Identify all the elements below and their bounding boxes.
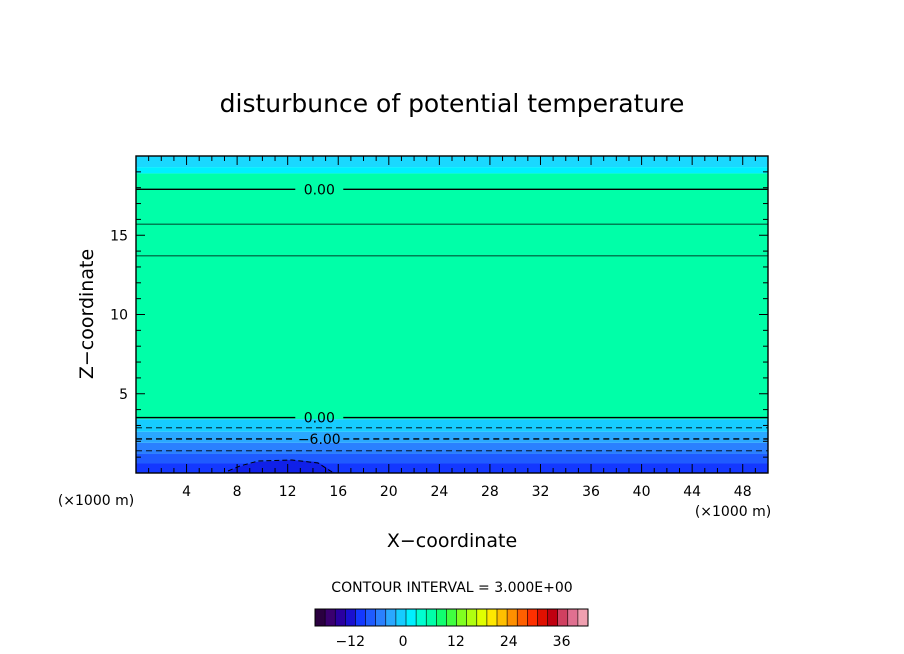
x-tick-label-28: 28 bbox=[481, 484, 499, 500]
colorbar-tick-label-1: 0 bbox=[399, 634, 408, 650]
surface-anomaly-contour bbox=[227, 459, 333, 473]
colorbar-cell-16 bbox=[476, 609, 488, 626]
colorbar-cell-24 bbox=[557, 609, 569, 626]
x-unit-left: (×1000 m) bbox=[58, 493, 134, 509]
colorbar-cell-14 bbox=[456, 609, 467, 626]
x-tick-label-36: 36 bbox=[582, 484, 600, 500]
colorbar-cell-19 bbox=[507, 609, 518, 626]
colorbar-cell-10 bbox=[416, 609, 427, 626]
colorbar-cell-3 bbox=[345, 609, 356, 626]
colorbar-tick-label-3: 24 bbox=[500, 634, 518, 650]
x-tick-label-32: 32 bbox=[532, 484, 550, 500]
colorbar-cell-11 bbox=[426, 609, 437, 626]
band-6 bbox=[136, 167, 768, 174]
y-axis-ticks: 5 10 15 bbox=[110, 171, 768, 458]
colorbar bbox=[314, 608, 589, 627]
x-tick-label-48: 48 bbox=[734, 484, 752, 500]
colorbar-tick-label-0: −12 bbox=[335, 634, 365, 650]
band-5 bbox=[136, 173, 768, 420]
y-axis-label: Z−coordinate bbox=[76, 249, 98, 379]
colorbar-cell-8 bbox=[395, 609, 407, 626]
colorbar-cell-9 bbox=[406, 609, 417, 626]
x-tick-label-4: 4 bbox=[182, 484, 191, 500]
colorbar-tick-label-2: 12 bbox=[447, 634, 465, 650]
x-tick-label-20: 20 bbox=[380, 484, 398, 500]
colorbar-cell-2 bbox=[335, 609, 346, 626]
x-tick-label-16: 16 bbox=[329, 484, 347, 500]
band-7 bbox=[136, 156, 768, 168]
x-axis-ticks: 4 8 12 16 20 24 28 32 36 40 44 48 bbox=[148, 156, 756, 500]
colorbar-frame bbox=[314, 608, 589, 627]
colorbar-cell-22 bbox=[537, 609, 548, 626]
colorbar-cell-17 bbox=[486, 609, 498, 626]
colorbar-cell-18 bbox=[497, 609, 508, 626]
colorbar-cell-25 bbox=[567, 609, 579, 626]
contour-label-5: −6.00 bbox=[298, 432, 341, 448]
colorbar-cell-4 bbox=[355, 609, 366, 626]
colorbar-cell-23 bbox=[547, 609, 558, 626]
contour-interval: CONTOUR INTERVAL = 3.000E+00 bbox=[331, 580, 572, 596]
y-tick-label-10: 10 bbox=[110, 308, 128, 324]
colorbar-ticks: −12 0 12 24 36 bbox=[335, 634, 570, 650]
colorbar-cell-5 bbox=[365, 609, 376, 626]
band-1 bbox=[136, 453, 768, 464]
colorbar-tick-label-4: 36 bbox=[553, 634, 571, 650]
x-tick-label-44: 44 bbox=[683, 484, 701, 500]
colorbar-cell-6 bbox=[375, 609, 387, 626]
x-unit-right: (×1000 m) bbox=[695, 504, 771, 520]
x-tick-label-8: 8 bbox=[233, 484, 242, 500]
colorbar-cell-15 bbox=[466, 609, 478, 626]
chart-title: disturbunce of potential temperature bbox=[220, 89, 685, 118]
x-tick-label-24: 24 bbox=[430, 484, 448, 500]
colorbar-cell-7 bbox=[385, 609, 397, 626]
x-tick-label-12: 12 bbox=[279, 484, 297, 500]
colorbar-cell-1 bbox=[325, 609, 336, 626]
colorbar-cell-26 bbox=[577, 609, 589, 626]
surface-anomaly bbox=[226, 459, 336, 473]
colorbar-cell-12 bbox=[436, 609, 447, 626]
colorbar-cell-20 bbox=[517, 609, 528, 626]
colorbar-cell-21 bbox=[527, 609, 538, 626]
band-3 bbox=[136, 431, 768, 443]
y-tick-label-5: 5 bbox=[119, 387, 128, 403]
x-tick-label-40: 40 bbox=[633, 484, 651, 500]
colorbar-cell-0 bbox=[315, 609, 326, 626]
filled-contour-bands bbox=[136, 156, 768, 473]
band-2 bbox=[136, 442, 768, 454]
band-4 bbox=[136, 419, 768, 432]
contour-label-0: 0.00 bbox=[304, 182, 335, 198]
contour-lines: 0.00 0.00 −6.00 bbox=[136, 182, 768, 452]
x-axis-label: X−coordinate bbox=[387, 530, 517, 552]
colorbar-cell-13 bbox=[446, 609, 457, 626]
y-tick-label-15: 15 bbox=[110, 228, 128, 244]
surface-cold-anomaly bbox=[226, 460, 336, 473]
contour-label-3: 0.00 bbox=[304, 411, 335, 427]
